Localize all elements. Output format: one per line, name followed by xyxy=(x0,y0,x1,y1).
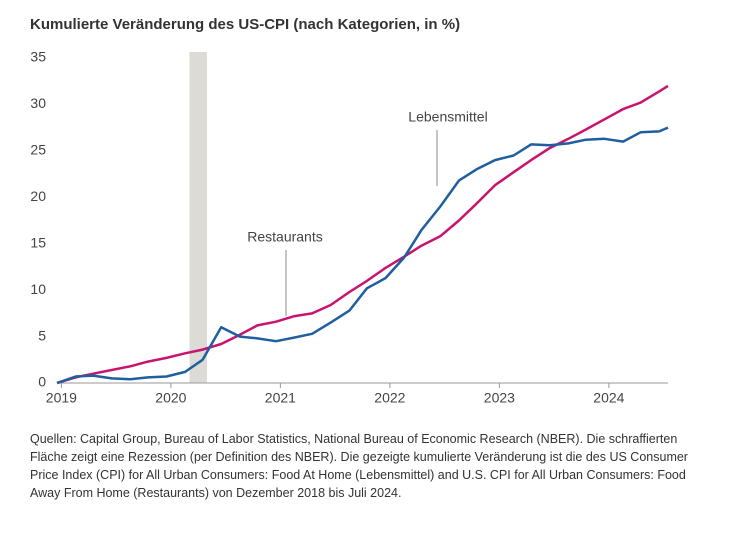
y-tick-label: 35 xyxy=(30,49,46,65)
y-tick-label: 0 xyxy=(38,374,46,390)
series-annotation: Lebensmittel xyxy=(408,109,487,125)
x-tick-label: 2021 xyxy=(265,390,296,406)
data-line xyxy=(56,84,669,385)
y-tick-label: 10 xyxy=(30,281,46,297)
y-tick-label: 25 xyxy=(30,142,46,158)
x-tick-label: 2023 xyxy=(484,390,515,406)
data-line xyxy=(56,126,669,385)
x-tick-label: 2020 xyxy=(155,390,186,406)
y-tick-label: 30 xyxy=(30,95,46,111)
x-tick-label: 2024 xyxy=(593,390,624,406)
footnote: Quellen: Capital Group, Bureau of Labor … xyxy=(30,432,688,500)
y-tick-label: 15 xyxy=(30,234,46,250)
recession-band xyxy=(189,52,208,383)
y-tick-label: 20 xyxy=(30,188,46,204)
chart-title: Kumulierte Veränderung des US-CPI (nach … xyxy=(30,16,460,33)
x-tick-label: 2019 xyxy=(46,390,77,406)
y-tick-label: 5 xyxy=(38,327,46,343)
series-annotation: Restaurants xyxy=(247,229,322,245)
x-tick-label: 2022 xyxy=(374,390,405,406)
chart: Kumulierte Veränderung des US-CPI (nach … xyxy=(30,16,669,406)
